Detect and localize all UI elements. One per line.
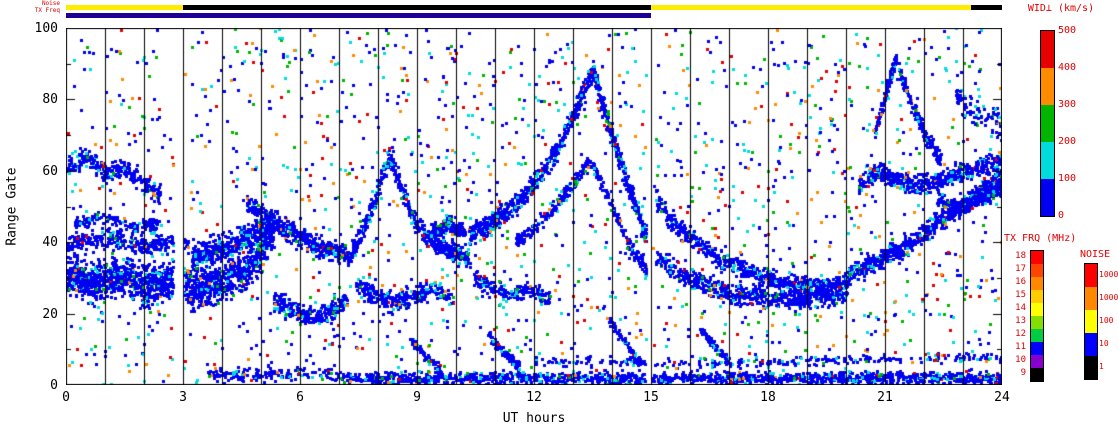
y-tick-label: 0 (50, 378, 58, 393)
noise-colorbar (1084, 263, 1098, 380)
noise-colorbar-segment (1085, 310, 1097, 333)
noise-tick-label: 10 (1099, 339, 1109, 348)
txfrq-colorbar (1030, 250, 1044, 382)
txfrq-colorbar-segment (1031, 303, 1043, 316)
wid-colorbar-segment (1041, 31, 1054, 68)
txfrq-colorbar-segment (1031, 264, 1043, 277)
wid-tick-label: 100 (1058, 173, 1077, 184)
noise-colorbar-segment (1085, 287, 1097, 310)
noise-tick-label: 100 (1099, 316, 1114, 325)
wid-tick-label: 400 (1058, 62, 1077, 73)
x-tick-label: 24 (994, 390, 1010, 405)
txfrq-tick-label: 9 (1020, 368, 1026, 378)
txfrq-colorbar-segment (1031, 290, 1043, 303)
wid-tick-label: 0 (1058, 210, 1065, 221)
noise-tick-label: 1000 (1099, 293, 1118, 302)
wid-colorbar-segment (1041, 105, 1054, 142)
txfrq-tick-label: 10 (1015, 355, 1026, 365)
txfreq-status-strip (66, 13, 1002, 18)
noise-status-strip (66, 5, 1002, 10)
scatter-plot-canvas (66, 28, 1002, 385)
txfrq-tick-label: 14 (1015, 303, 1026, 313)
noise-colorbar-segment (1085, 356, 1097, 379)
txfrq-tick-label: 17 (1015, 264, 1026, 274)
x-tick-label: 0 (62, 390, 70, 405)
wid-colorbar (1040, 30, 1055, 217)
y-tick-label: 60 (42, 163, 58, 179)
txfrq-tick-label: 18 (1015, 251, 1026, 261)
noise-strip-segment (183, 5, 651, 10)
noise-colorbar-segment (1085, 333, 1097, 356)
wid-colorbar-segment (1041, 68, 1054, 105)
y-axis-title: Range Gate (4, 167, 20, 246)
txfrq-colorbar-segment (1031, 368, 1043, 381)
wid-tick-label: 200 (1058, 136, 1077, 147)
noise-strip-segment (66, 5, 183, 10)
y-tick-label: 40 (42, 235, 58, 251)
txfrq-tick-label: 13 (1015, 316, 1026, 326)
wid-colorbar-segment (1041, 142, 1054, 179)
x-tick-label: 18 (760, 390, 776, 405)
y-tick-label: 20 (42, 306, 58, 322)
txfrq-colorbar-segment (1031, 277, 1043, 290)
wid-tick-label: 300 (1058, 99, 1077, 110)
noise-colorbar-segment (1085, 264, 1097, 287)
txfreq-strip-segment (66, 13, 651, 18)
noise-tick-label: 1 (1099, 362, 1104, 371)
x-tick-label: 9 (413, 390, 421, 405)
txfrq-colorbar-title: TX FRQ (MHz) (1004, 233, 1077, 244)
txfrq-colorbar-segment (1031, 329, 1043, 342)
x-tick-label: 3 (179, 390, 187, 405)
x-tick-label: 21 (877, 390, 893, 405)
noise-strip-segment (970, 5, 1002, 10)
wid-colorbar-segment (1041, 179, 1054, 216)
txfrq-tick-label: 12 (1015, 329, 1026, 339)
wid-colorbar-title: WID⊥ (km/s) (1027, 3, 1095, 14)
txfrq-tick-label: 15 (1015, 290, 1026, 300)
x-tick-label: 15 (643, 390, 659, 405)
x-tick-label: 12 (526, 390, 542, 405)
noise-tick-label: 10000 (1099, 270, 1118, 279)
strip-labels: Noise TX Freq (0, 0, 60, 14)
wid-tick-label: 500 (1058, 25, 1077, 36)
noise-strip-segment (651, 5, 971, 10)
y-tick-label: 80 (42, 92, 58, 108)
txfrq-colorbar-segment (1031, 355, 1043, 368)
txfrq-tick-label: 11 (1015, 342, 1026, 352)
txfrq-colorbar-segment (1031, 251, 1043, 264)
txfrq-tick-label: 16 (1015, 277, 1026, 287)
txfrq-colorbar-segment (1031, 316, 1043, 329)
noise-strip-label: Noise (41, 0, 60, 7)
x-axis-title: UT hours (502, 411, 566, 426)
y-tick-label: 100 (34, 21, 58, 36)
noise-colorbar-title: NOISE (1080, 249, 1111, 260)
txfrq-colorbar-segment (1031, 342, 1043, 355)
txfreq-strip-label: TX Freq (34, 7, 60, 14)
x-tick-label: 6 (296, 390, 304, 405)
